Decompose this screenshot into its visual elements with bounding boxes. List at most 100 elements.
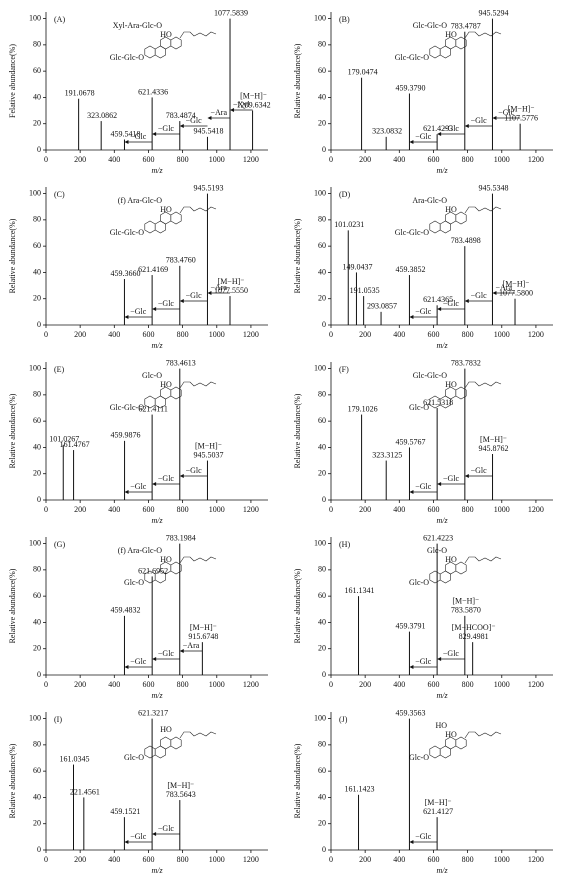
arrow-head [152, 307, 157, 311]
x-tick-label: 1200 [528, 680, 544, 689]
x-tick-label: 0 [329, 330, 333, 339]
loss-label: −Glc [158, 474, 175, 483]
panel-label: (J) [339, 715, 348, 724]
loss-label: −Ara [210, 108, 227, 117]
x-axis-label: m/z [436, 166, 448, 175]
x-tick-label: 0 [44, 680, 48, 689]
x-tick-label: 400 [393, 680, 405, 689]
arrow-head [179, 474, 184, 478]
x-tick-label: 600 [142, 680, 154, 689]
peak-label: 783.7832 [451, 358, 481, 367]
structure-label: Glc-O [124, 753, 144, 762]
loss-label: −Glc [186, 466, 203, 475]
peak-label: 161.0345 [59, 754, 89, 763]
y-tick-label: 60 [33, 591, 41, 600]
peak-label: 1107.5776 [504, 114, 538, 123]
y-tick-label: 40 [318, 92, 326, 101]
side-chain [179, 381, 217, 389]
x-tick-label: 400 [393, 855, 405, 864]
arrow-head [464, 474, 469, 478]
loss-label: −Glc [443, 649, 460, 658]
ring [170, 211, 182, 225]
x-tick-label: 200 [74, 855, 86, 864]
y-tick-label: 100 [314, 713, 326, 722]
side-chain [464, 31, 502, 39]
y-tick-label: 100 [29, 13, 41, 22]
x-axis-label: m/z [436, 866, 448, 875]
x-tick-label: 1200 [243, 155, 259, 164]
loss-label: −Glc [130, 482, 147, 491]
x-tick-label: 1200 [243, 505, 259, 514]
structure-label: HO [160, 30, 172, 39]
x-tick-label: 800 [177, 855, 189, 864]
ion-label: [M−H]⁻ [195, 441, 222, 450]
y-tick-label: 40 [318, 617, 326, 626]
y-tick-label: 20 [33, 469, 41, 478]
x-tick-label: 600 [427, 155, 439, 164]
x-axis-label: m/z [151, 516, 163, 525]
loss-label: −Xyl [233, 100, 250, 109]
structure-label: Glc-O [427, 546, 447, 555]
side-chain [179, 556, 217, 564]
y-tick-label: 80 [33, 40, 41, 49]
peak-label: 323.3125 [372, 450, 402, 459]
loss-label: −Glc [443, 474, 460, 483]
x-tick-label: 1200 [528, 505, 544, 514]
y-tick-label: 60 [33, 66, 41, 75]
loss-label: −Glc [443, 299, 460, 308]
y-tick-label: 60 [318, 241, 326, 250]
side-chain [464, 381, 502, 389]
peak-label: 945.5418 [193, 127, 223, 136]
peak-label: 221.4561 [70, 787, 100, 796]
ion-label: [M−H]⁻ [452, 597, 479, 606]
peak-label: 621.4169 [138, 265, 168, 274]
x-tick-label: 400 [393, 330, 405, 339]
peak-label: 621.4365 [423, 295, 453, 304]
arrow-head [464, 299, 469, 303]
y-tick-label: 60 [318, 416, 326, 425]
x-axis-label: m/z [151, 166, 163, 175]
y-tick-label: 100 [29, 188, 41, 197]
peak-label: 621.4336 [138, 87, 168, 96]
arrow-head [152, 657, 157, 661]
arrow-head [152, 132, 157, 136]
peak-label: 945.5037 [193, 450, 223, 459]
loss-label: −Glc [186, 116, 203, 125]
x-tick-label: 1000 [494, 680, 510, 689]
loss-label: −Glc [158, 649, 175, 658]
ring [144, 745, 156, 759]
peak-label: 621.4111 [138, 404, 167, 413]
x-tick-label: 200 [74, 330, 86, 339]
ring [455, 736, 467, 750]
x-tick-label: 400 [108, 330, 120, 339]
structure-label: HO [435, 721, 447, 730]
x-tick-label: 1000 [209, 680, 225, 689]
ring [429, 570, 441, 584]
side-chain [179, 731, 217, 739]
structure-label: HO [445, 205, 457, 214]
structure-label: HO [445, 730, 457, 739]
ion-label: [M−H]⁻ [503, 280, 530, 289]
arrow-head [124, 840, 129, 844]
panel-label: (I) [54, 715, 62, 724]
x-axis-label: m/z [436, 341, 448, 350]
y-tick-label: 0 [322, 495, 326, 504]
peak-label: 179.1026 [348, 404, 378, 413]
y-tick-label: 100 [314, 13, 326, 22]
structure-label: HO [445, 380, 457, 389]
y-tick-label: 40 [318, 442, 326, 451]
structure-label: Ara-Glc-O [412, 196, 447, 205]
x-tick-label: 0 [329, 855, 333, 864]
arrow-head [152, 832, 157, 836]
y-axis-label: Relative abundance(%) [8, 393, 17, 468]
y-tick-label: 0 [37, 845, 41, 854]
y-tick-label: 40 [318, 792, 326, 801]
peak-label: 1077.5800 [499, 289, 533, 298]
x-tick-label: 1000 [209, 505, 225, 514]
side-chain [464, 731, 502, 739]
peak-label: 783.4613 [166, 358, 196, 367]
y-tick-label: 40 [33, 92, 41, 101]
loss-label: −Glc [130, 132, 147, 141]
y-tick-label: 60 [318, 766, 326, 775]
x-tick-label: 800 [462, 680, 474, 689]
